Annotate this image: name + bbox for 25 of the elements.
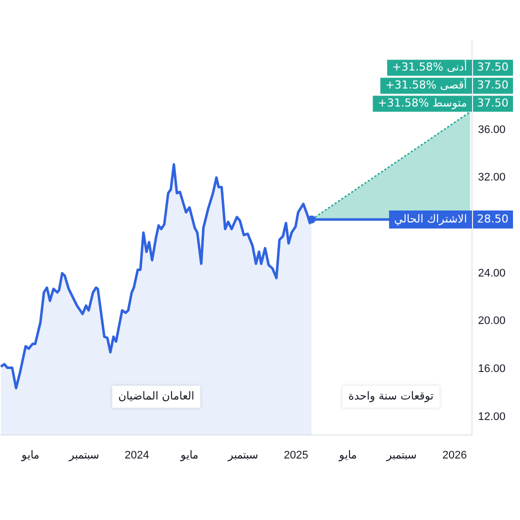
text: 37.50 xyxy=(477,78,508,92)
text: 28.50 xyxy=(477,212,508,226)
annotation: توقعات سنة واحدة xyxy=(348,390,434,403)
text: 37.50 xyxy=(477,60,508,74)
x-tick-label: سبتمبر xyxy=(68,449,99,462)
x-tick-label: 2024 xyxy=(124,449,150,462)
text: 37.50 xyxy=(477,96,508,110)
ref-line-label: الاشتراك الحالي xyxy=(394,212,467,226)
annotation: +31.58% أدنى xyxy=(392,60,467,74)
x-tick-label: مايو xyxy=(338,449,358,462)
x-tick-label: سبتمبر xyxy=(386,449,417,462)
x-tick-label: مايو xyxy=(20,449,40,462)
y-tick-label: 12.00 xyxy=(478,410,506,423)
annotation: +31.58% أقصى xyxy=(385,78,467,92)
x-tick-label: 2025 xyxy=(284,449,308,462)
y-tick-label: 36.00 xyxy=(478,124,506,136)
y-tick-label: 32.00 xyxy=(478,172,506,184)
y-tick-label: 20.00 xyxy=(478,315,506,328)
x-tick-label: مايو xyxy=(179,449,198,462)
x-tick-label: 2026 xyxy=(442,449,467,462)
x-tick-label: سبتمبر xyxy=(226,449,258,462)
y-tick-label: 16.00 xyxy=(478,363,506,376)
y-tick-label: 24.00 xyxy=(478,267,506,280)
annotation: العامان الماضيان xyxy=(118,390,194,403)
annotation: +31.58% متوسط xyxy=(378,96,468,110)
